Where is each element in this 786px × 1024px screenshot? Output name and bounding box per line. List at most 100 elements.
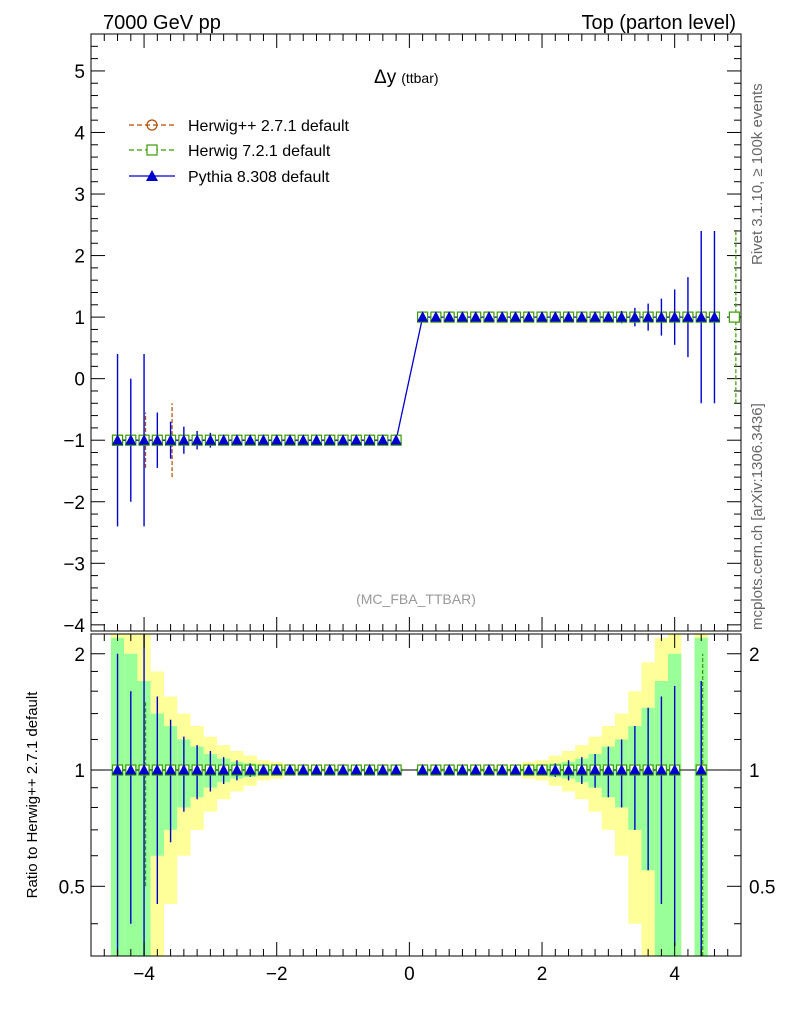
pythia-ratio-marker — [112, 764, 124, 775]
pythia-marker — [377, 434, 389, 445]
pythia-ratio-marker — [231, 764, 243, 775]
pythia-ratio-marker — [138, 764, 150, 775]
ratio-ytick-label-right: 0.5 — [749, 877, 775, 898]
pythia-ratio-marker — [191, 764, 203, 775]
ratio-ytick-label: 1 — [74, 761, 85, 782]
pythia-marker — [430, 311, 442, 322]
pythia-ratio-marker — [443, 764, 455, 775]
ratio-ytick-label-right: 2 — [749, 645, 760, 666]
pythia-marker — [629, 311, 641, 322]
legend-marker-pythia — [146, 170, 158, 181]
pythia-marker — [602, 311, 614, 322]
main-ytick-label: 2 — [74, 247, 85, 268]
main-ytick-label: −4 — [63, 616, 85, 637]
pythia-marker — [204, 434, 216, 445]
main-curve-group — [117, 316, 715, 441]
pythia-ratio-marker — [297, 764, 309, 775]
ratio-panel: 0.5 0.5 1 1 2 2 −4 −2 0 2 4 Ratio to Herwig++ 2.7… — [24, 633, 775, 985]
pythia-ratio-marker — [695, 764, 707, 775]
pythia-marker — [536, 311, 548, 322]
ratio-xtick-label: 2 — [537, 964, 548, 985]
pythia-ratio-marker — [151, 764, 163, 775]
pythia-ratio-marker — [576, 764, 588, 775]
legend-marker-herwigpp — [146, 119, 158, 131]
watermark: (MC_FBA_TTBAR) — [356, 591, 476, 607]
legend-entry-herwigpp: Herwig++ 2.7.1 default — [129, 118, 350, 135]
main-ytick-label: 0 — [74, 370, 85, 391]
ratio-yticks: 0.5 0.5 1 1 2 2 — [59, 645, 775, 925]
pythia-marker — [364, 434, 376, 445]
ratio-xtick-label: −2 — [266, 964, 288, 985]
pythia-marker — [271, 434, 283, 445]
pythia-marker — [257, 434, 269, 445]
pythia-marker — [563, 311, 575, 322]
pythia-ratio-marker — [549, 764, 561, 775]
herwig7-marker — [728, 311, 740, 323]
rivet-label: Rivet 3.1.10, ≥ 100k events — [749, 83, 766, 265]
pythia-ratio-marker — [470, 764, 482, 775]
pythia-marker — [642, 311, 654, 322]
pythia-ratio-marker — [655, 764, 667, 775]
pythia-marker — [443, 311, 455, 322]
ratio-xtick-label: 0 — [404, 964, 415, 985]
legend: Herwig++ 2.7.1 default Herwig 7.2.1 defa… — [129, 118, 350, 186]
pythia-marker — [549, 311, 561, 322]
pythia-marker — [337, 434, 349, 445]
pythia-ratio-marker — [456, 764, 468, 775]
main-ytick-label: −3 — [63, 554, 85, 575]
pythia-ratio-marker — [669, 764, 681, 775]
pythia-marker — [708, 311, 720, 322]
pythia-ratio-marker — [563, 764, 575, 775]
pythia-marker — [311, 434, 323, 445]
ratio-bands — [110, 634, 708, 956]
pythia-ratio-marker — [337, 764, 349, 775]
legend-label-pythia: Pythia 8.308 default — [188, 169, 330, 186]
main-ytick-label: 3 — [74, 185, 85, 206]
pythia-ratio-marker — [642, 764, 654, 775]
ratio-ytick-label: 2 — [74, 645, 85, 666]
pythia-ratio-marker — [324, 764, 336, 775]
pythia-ratio-marker — [483, 764, 495, 775]
ratio-ytick-label-right: 1 — [749, 761, 760, 782]
pythia-marker — [616, 311, 628, 322]
pythia-ratio-marker — [496, 764, 508, 775]
pythia-marker — [284, 434, 296, 445]
pythia-ratio-marker — [218, 764, 230, 775]
legend-entry-herwig7: Herwig 7.2.1 default — [129, 143, 331, 160]
ratio-markers — [111, 764, 707, 776]
pythia-marker — [350, 434, 362, 445]
ratio-frame — [90, 633, 742, 957]
pythia-ratio-marker — [536, 764, 548, 775]
pythia-ratio-marker — [377, 764, 389, 775]
main-ytick-label: 4 — [74, 123, 85, 144]
pythia-marker — [576, 311, 588, 322]
main-ytick-label: −1 — [63, 431, 85, 452]
pythia-ratio-marker — [350, 764, 362, 775]
header-left: 7000 GeV pp — [103, 12, 221, 34]
ratio-xticks: −4 −2 0 2 4 — [90, 634, 742, 985]
ratio-xtick-label: −4 — [133, 964, 155, 985]
main-title-sub: (ttbar) — [401, 70, 438, 86]
pythia-ratio-marker — [629, 764, 641, 775]
pythia-marker — [324, 434, 336, 445]
legend-marker-herwig7 — [146, 144, 158, 156]
pythia-marker — [483, 311, 495, 322]
pythia-marker — [151, 434, 163, 445]
pythia-ratio-marker — [125, 764, 137, 775]
pythia-ratio-marker — [523, 764, 535, 775]
main-ytick-label: 1 — [74, 308, 85, 329]
pythia-marker — [655, 311, 667, 322]
pythia-marker — [509, 311, 521, 322]
pythia-marker — [231, 434, 243, 445]
pythia-marker — [682, 311, 694, 322]
pythia-marker — [695, 311, 707, 322]
pythia-marker — [218, 434, 230, 445]
pythia-ratio-marker — [257, 764, 269, 775]
pythia-marker — [138, 434, 150, 445]
main-title-symbol: Δy — [374, 67, 397, 88]
legend-label-herwig7: Herwig 7.2.1 default — [188, 143, 331, 160]
pythia-ratio-marker — [589, 764, 601, 775]
main-ytick-label: −2 — [63, 493, 85, 514]
